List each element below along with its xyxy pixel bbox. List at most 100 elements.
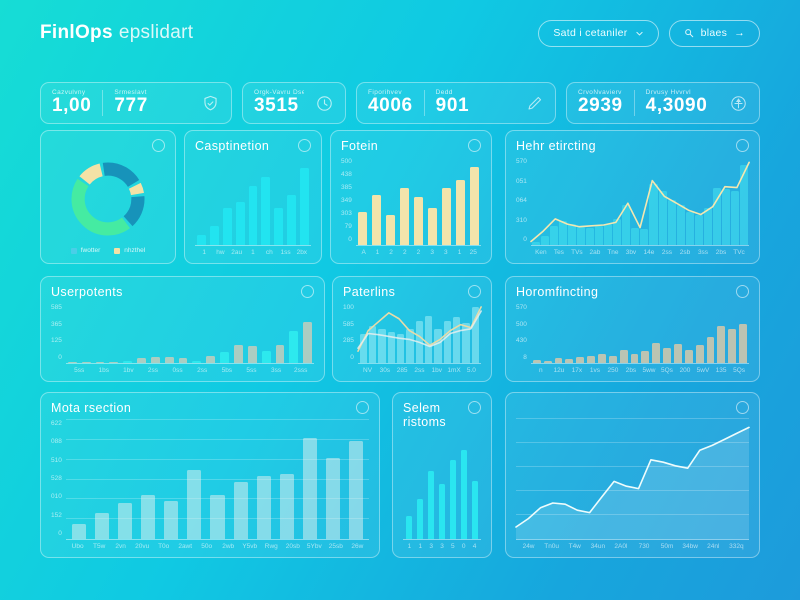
bar — [604, 224, 613, 245]
bar — [274, 208, 284, 245]
bar-group — [66, 420, 369, 539]
casptinetion-chart-card: Casptinetion 1 hw 2au 1 ch 1ss 2bx — [184, 130, 322, 264]
gridline — [65, 438, 369, 440]
bar — [206, 355, 216, 363]
bar — [261, 351, 271, 363]
card-menu-icon[interactable] — [736, 285, 749, 298]
bar — [452, 316, 461, 363]
header-actions: Satd i cetaniler blaes → — [538, 19, 760, 47]
card-menu-icon[interactable] — [468, 401, 481, 414]
bar — [730, 191, 739, 245]
bar — [248, 185, 258, 245]
bar — [406, 328, 414, 363]
kpi-value: 2939 — [578, 95, 623, 117]
userpotents-chart-card: Userpotents 585 365 125 0 5ss 1bs 1bv 2ss 0ss 2ss… — [40, 276, 325, 382]
mota-chart-card: Mota rsection 622 088 510 528 010 152 0 Ubo T5w 2… — [40, 392, 380, 558]
search-icon — [684, 28, 694, 38]
clock-icon — [315, 94, 334, 113]
app-title-light: epslidart — [118, 22, 194, 43]
card-title: Hehr etircting — [516, 139, 596, 153]
bar — [397, 333, 405, 363]
bar — [164, 357, 174, 363]
bar — [233, 481, 248, 539]
plot-area — [65, 419, 369, 540]
bar — [703, 208, 712, 245]
x-axis-labels: A 1 2 2 2 3 3 1 25 — [361, 249, 477, 256]
bar — [712, 187, 721, 245]
kpi-stat: CrvoNvavierv 2939 — [578, 89, 623, 117]
plot-area — [355, 158, 481, 246]
kpi-value: 1,00 — [52, 95, 92, 117]
bar — [684, 350, 693, 363]
bar — [531, 242, 540, 245]
app-title: FinlOps epslidart — [40, 22, 193, 44]
kpi-value: 4006 — [368, 95, 413, 117]
bar — [406, 515, 412, 539]
kpi-label: Fiporihvev — [368, 89, 402, 97]
bar — [141, 494, 156, 539]
bar — [694, 215, 703, 245]
y-axis-ticks: 500 438 385 349 303 79 0 — [341, 158, 352, 243]
y-axis-ticks: 585 365 125 0 — [51, 304, 62, 361]
compass-icon — [729, 94, 748, 113]
horomfincting-chart-card: Horomfincting 570 500 430 8 n 12u 17x 1vs 250 2bs… — [505, 276, 760, 382]
bar — [413, 197, 423, 245]
bar — [220, 352, 229, 363]
bar — [576, 357, 585, 363]
kpi-value: 777 — [114, 95, 148, 117]
bar — [325, 458, 340, 539]
bar — [540, 236, 549, 245]
bar — [543, 360, 552, 363]
card-menu-icon[interactable] — [298, 139, 311, 152]
bar — [450, 460, 456, 539]
bar — [472, 481, 478, 539]
bar-group — [195, 158, 311, 245]
fotein-chart-card: Fotein 500 438 385 349 303 79 0 A 1 2 2 2 3 3 1 25 — [330, 130, 492, 264]
y-axis-ticks: 570 500 430 8 — [516, 304, 527, 361]
card-title: Mota rsection — [51, 401, 132, 415]
bar — [233, 345, 243, 363]
plot-area — [65, 304, 314, 364]
bar — [348, 441, 364, 539]
bar — [554, 358, 563, 363]
trend-chart-card: 24w Tn0u T4w 34un 2A0l 730 50m 34bw 24nl 332q — [505, 392, 760, 558]
kpi-card-2: Orgk-Vavru Dse 3515 — [242, 82, 346, 124]
donut-chart — [51, 154, 165, 243]
chart-legend: fwotter nhzthel — [51, 243, 165, 256]
filter-dropdown-button[interactable]: Satd i cetaniler — [538, 19, 659, 47]
card-menu-icon[interactable] — [301, 285, 314, 298]
bar — [695, 345, 704, 363]
bar — [385, 214, 395, 245]
bar-group — [531, 158, 749, 245]
bar — [303, 321, 313, 363]
card-menu-icon[interactable] — [736, 139, 749, 152]
card-title: Paterlins — [343, 285, 396, 299]
card-menu-icon[interactable] — [356, 401, 369, 414]
gridline — [516, 418, 749, 419]
card-menu-icon[interactable] — [152, 139, 165, 152]
kpi-card-3: Fiporihvev 4006 Dedd 901 — [356, 82, 556, 124]
bar — [728, 328, 737, 363]
bar — [67, 361, 77, 363]
kpi-label: CrvoNvavierv — [578, 89, 622, 97]
kpi-value: 901 — [435, 95, 470, 117]
bar — [357, 211, 367, 245]
bar-group — [403, 434, 481, 539]
kpi-card-4: CrvoNvavierv 2939 Drvusy Hvvrvl 4,3090 — [566, 82, 760, 124]
card-title: Fotein — [341, 139, 379, 153]
bar — [261, 177, 271, 245]
card-menu-icon[interactable] — [468, 139, 481, 152]
bar — [640, 229, 649, 245]
bar — [425, 315, 433, 363]
hehr-chart-card: Hehr etircting 570 051 064 310 0 Ken Tes TVs 2ab… — [505, 130, 760, 264]
search-button[interactable]: blaes → — [668, 19, 760, 47]
card-menu-icon[interactable] — [468, 285, 481, 298]
plot-area — [358, 304, 481, 364]
bar — [94, 512, 110, 539]
bar — [287, 194, 297, 245]
gridline — [65, 478, 369, 480]
kpi-label: Srmeslavt — [114, 89, 147, 97]
card-menu-icon[interactable] — [736, 401, 749, 414]
paterlins-chart-card: Paterlins 100 585 285 0 NV 30s 285 2ss 1bv 1mX 5.0 — [332, 276, 492, 382]
bar — [164, 500, 179, 539]
